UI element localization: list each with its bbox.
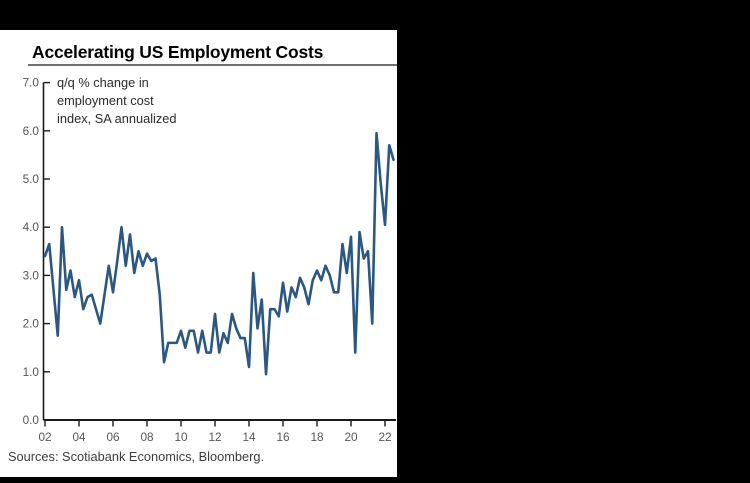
chart-title: Accelerating US Employment Costs [32,42,324,62]
y-tick-label: 6.0 [23,124,40,138]
y-tick-label: 2.0 [23,317,40,331]
x-tick-label: 02 [38,430,51,444]
sources-text: Sources: Scotiabank Economics, Bloomberg… [8,449,264,464]
y-tick-label: 0.0 [23,413,40,427]
x-tick-label: 18 [310,430,324,444]
chart-panel [0,30,397,477]
x-tick-label: 20 [344,430,358,444]
x-tick-label: 04 [72,430,86,444]
y-tick-label: 1.0 [23,365,40,379]
x-tick-label: 10 [174,430,188,444]
x-tick-label: 22 [378,430,391,444]
x-tick-label: 14 [242,430,256,444]
y-tick-label: 4.0 [23,220,40,234]
y-tick-label: 5.0 [23,172,40,186]
x-tick-label: 06 [106,430,120,444]
x-tick-label: 12 [208,430,221,444]
x-tick-label: 08 [140,430,154,444]
annotation-block: q/q % change in employment cost index, S… [57,75,177,126]
y-tick-label: 7.0 [23,76,40,90]
annotation-line-1: q/q % change in [57,75,149,90]
plot-area: 0.0 1.0 2.0 3.0 4.0 5.0 6.0 7.0 02 04 06 08 10 12 14 16… [23,76,396,444]
eci-data-line [43,131,395,376]
x-tick-label: 16 [276,430,290,444]
y-tick-label: 3.0 [23,268,40,282]
annotation-line-2: employment cost [57,93,154,108]
annotation-line-3: index, SA annualized [57,111,177,126]
